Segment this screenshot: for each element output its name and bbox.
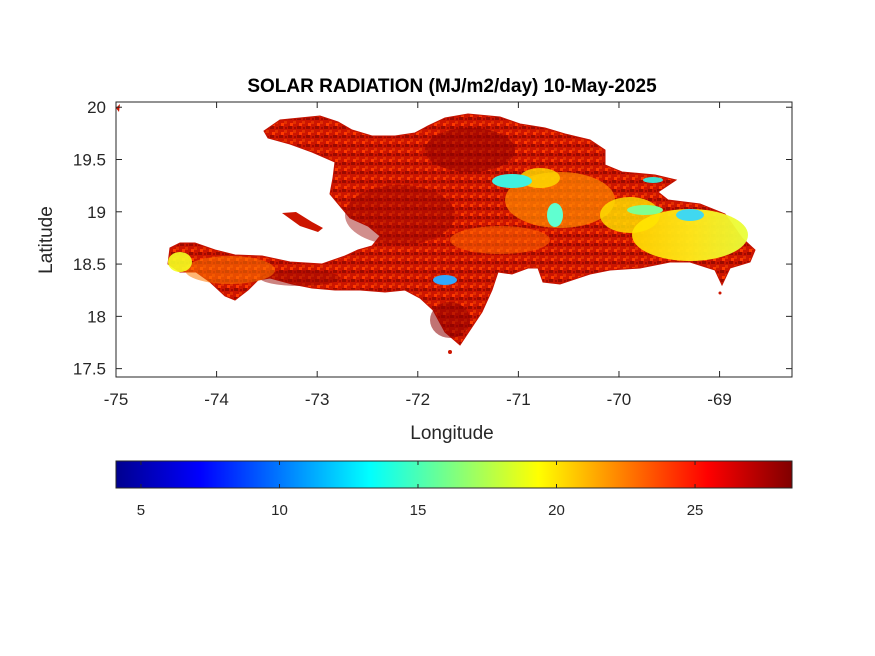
low-value-spot (627, 205, 663, 215)
island-shape (116, 104, 120, 112)
island-shape (282, 212, 323, 232)
x-tick-label: -72 (405, 390, 430, 409)
yellow-area (168, 252, 192, 272)
colorbar-tick-label: 25 (687, 502, 704, 519)
dark-red-area (430, 302, 470, 338)
x-tick-label: -70 (607, 390, 632, 409)
y-tick-label: 19.5 (73, 151, 106, 170)
island-shape (718, 291, 722, 295)
low-value-spot (547, 203, 563, 227)
colorbar-tick-label: 20 (548, 502, 565, 519)
x-tick-label: -74 (204, 390, 229, 409)
low-value-spot (643, 177, 663, 183)
x-tick-label: -71 (506, 390, 531, 409)
island-shape (448, 350, 452, 354)
island-shape (167, 113, 756, 346)
orange-area (450, 226, 550, 254)
colorbar-ticks: 5 10 15 20 25 (137, 461, 704, 519)
colorbar-tick-label: 5 (137, 502, 145, 519)
y-tick-label: 17.5 (73, 360, 106, 379)
dark-red-area (260, 270, 340, 286)
low-value-spot (433, 275, 457, 285)
low-value-spot (492, 174, 532, 188)
chart-title: SOLAR RADIATION (MJ/m2/day) 10-May-2025 (247, 76, 657, 97)
low-value-spot (676, 209, 704, 221)
dark-red-area (345, 185, 455, 245)
colorbar (115, 460, 793, 489)
y-tick-label: 18.5 (73, 255, 106, 274)
x-tick-label: -75 (104, 390, 129, 409)
x-tick-label: -73 (305, 390, 330, 409)
yellow-area (600, 197, 660, 233)
y-axis-label: Latitude (36, 206, 57, 274)
x-axis: -75 -74 -73 -72 -71 -70 -69 (104, 102, 732, 409)
yellow-area (632, 209, 748, 261)
y-tick-label: 19 (87, 203, 106, 222)
heatmap-layer (116, 104, 756, 354)
y-axis: 20 19.5 19 18.5 18 17.5 (73, 98, 792, 379)
axes-frame (115, 101, 793, 378)
dark-red-area (425, 128, 515, 172)
colorbar-tick-label: 15 (410, 502, 427, 519)
x-axis-label: Longitude (410, 423, 493, 444)
orange-area (185, 256, 275, 284)
colorbar-tick-label: 10 (271, 502, 288, 519)
y-tick-label: 18 (87, 307, 106, 326)
x-tick-label: -69 (707, 390, 732, 409)
y-tick-label: 20 (87, 98, 106, 117)
